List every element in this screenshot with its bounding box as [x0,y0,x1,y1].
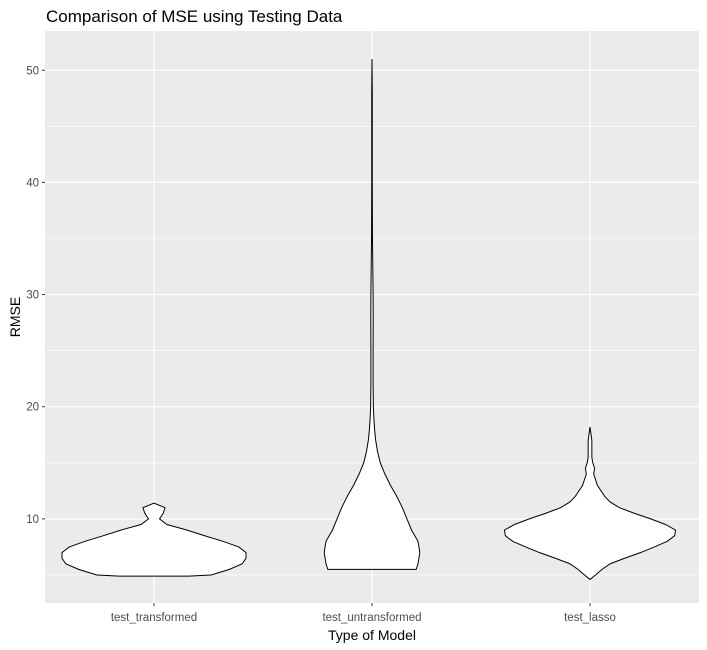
x-axis-title: Type of Model [328,627,416,643]
violin-test_untransformed [323,59,421,570]
y-tick-label: 40 [26,177,39,189]
violin-test_lasso [503,426,677,581]
x-tick-label: test_transformed [111,612,197,624]
y-tick-label: 50 [26,65,39,77]
y-axis-ticks: 10 20 30 40 50 [26,65,45,526]
violin-test_transformed [61,502,247,577]
y-axis-title: RMSE [7,297,23,337]
x-tick-label: test_untransformed [322,612,421,624]
x-tick-label: test_lasso [564,612,616,624]
y-tick-label: 20 [26,402,39,414]
chart-title: Comparison of MSE using Testing Data [46,7,343,26]
y-tick-label: 10 [26,514,39,526]
x-axis-ticks: test_transformed test_untransformed test_l… [111,603,616,624]
y-tick-label: 30 [26,290,39,302]
violins [61,59,677,581]
